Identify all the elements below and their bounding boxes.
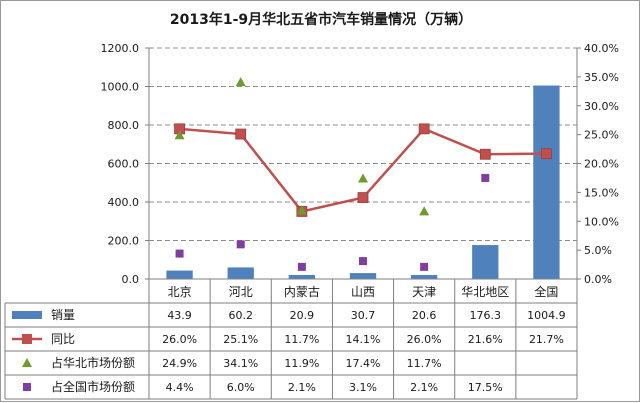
y2-tick-label: 35.0%	[584, 71, 619, 84]
y-tick-label: 200.0	[108, 235, 140, 248]
data-label: 34.1%	[223, 357, 258, 370]
square-point	[359, 257, 367, 266]
category-label: 天津	[412, 285, 436, 299]
data-label: 25.1%	[223, 333, 258, 346]
data-label: 11.7%	[284, 333, 319, 346]
y-tick-label: 600.0	[108, 158, 140, 171]
data-label: 2.1%	[288, 381, 316, 394]
bar-山西	[349, 273, 377, 279]
data-label: 3.1%	[349, 381, 377, 394]
category-label: 北京	[168, 285, 192, 299]
data-label: 24.9%	[162, 357, 197, 370]
bar-全国	[533, 85, 560, 279]
legend-label: 销量	[51, 308, 75, 322]
data-label: 2.1%	[410, 381, 438, 394]
data-label: 6.0%	[227, 381, 255, 394]
data-label: 176.3	[470, 309, 502, 322]
y-tick-label: 1000.0	[101, 81, 140, 94]
data-label: 60.2	[228, 309, 253, 322]
category-label: 华北地区	[461, 285, 509, 299]
square-point	[481, 173, 490, 182]
category-label: 山西	[351, 285, 375, 299]
line-point	[479, 148, 491, 160]
category-label: 内蒙古	[284, 284, 320, 299]
legend-label: 同比	[51, 332, 75, 346]
data-label: 11.9%	[284, 357, 319, 370]
bar-河北	[227, 267, 254, 279]
bar-内蒙古	[288, 274, 316, 279]
y2-tick-label: 5.0%	[584, 244, 612, 257]
data-label: 20.9	[290, 309, 315, 322]
bar-华北地区	[472, 245, 499, 279]
bar-天津	[410, 275, 438, 279]
legend-key-square	[23, 383, 31, 391]
line-point	[357, 192, 369, 203]
legend-label: 占华北市场份额	[51, 355, 135, 370]
line-point	[418, 123, 430, 135]
y-tick-label: 1200.0	[101, 42, 140, 55]
legend-key-line-marker	[22, 334, 32, 344]
y-tick-label: 400.0	[108, 196, 140, 209]
triangle-point	[358, 173, 368, 183]
y2-tick-label: 10.0%	[584, 215, 619, 228]
y2-tick-label: 15.0%	[584, 186, 619, 199]
y2-tick-label: 25.0%	[584, 129, 619, 142]
data-label: 20.6	[412, 309, 437, 322]
triangle-point	[419, 206, 430, 216]
square-point	[175, 249, 184, 258]
legend-key-bar	[12, 311, 42, 319]
square-point	[236, 240, 245, 249]
category-label: 河北	[229, 285, 253, 299]
y2-tick-label: 40.0%	[584, 42, 619, 55]
data-label: 43.9	[167, 309, 192, 322]
data-label: 17.4%	[346, 357, 381, 370]
bar-北京	[166, 270, 193, 279]
y-tick-label: 800.0	[108, 119, 140, 132]
data-label: 21.6%	[468, 333, 503, 346]
data-label: 4.4%	[166, 381, 194, 394]
line-point	[235, 128, 247, 140]
y2-tick-label: 20.0%	[584, 158, 619, 171]
triangle-point	[296, 205, 307, 215]
square-point	[420, 262, 429, 271]
legend-key-triangle	[22, 358, 32, 367]
y2-tick-label: 30.0%	[584, 100, 619, 113]
data-label: 30.7	[351, 309, 376, 322]
data-label: 14.1%	[346, 333, 381, 346]
line-point	[541, 148, 552, 160]
category-label: 全国	[534, 284, 558, 299]
triangle-point	[174, 130, 185, 140]
triangle-point	[235, 77, 246, 87]
data-label: 1004.9	[527, 309, 566, 322]
legend-label: 占全国市场份额	[51, 379, 135, 394]
y-tick-label: 0.0	[122, 273, 140, 286]
y2-tick-label: 0.0%	[584, 273, 612, 286]
data-label: 17.5%	[468, 381, 503, 394]
data-label: 26.0%	[407, 333, 442, 346]
square-point	[297, 262, 306, 271]
data-label: 26.0%	[162, 333, 197, 346]
data-label: 21.7%	[529, 333, 564, 346]
chart-title: 2013年1-9月华北五省市汽车销量情况（万辆）	[170, 11, 472, 28]
data-label: 11.7%	[407, 357, 442, 370]
